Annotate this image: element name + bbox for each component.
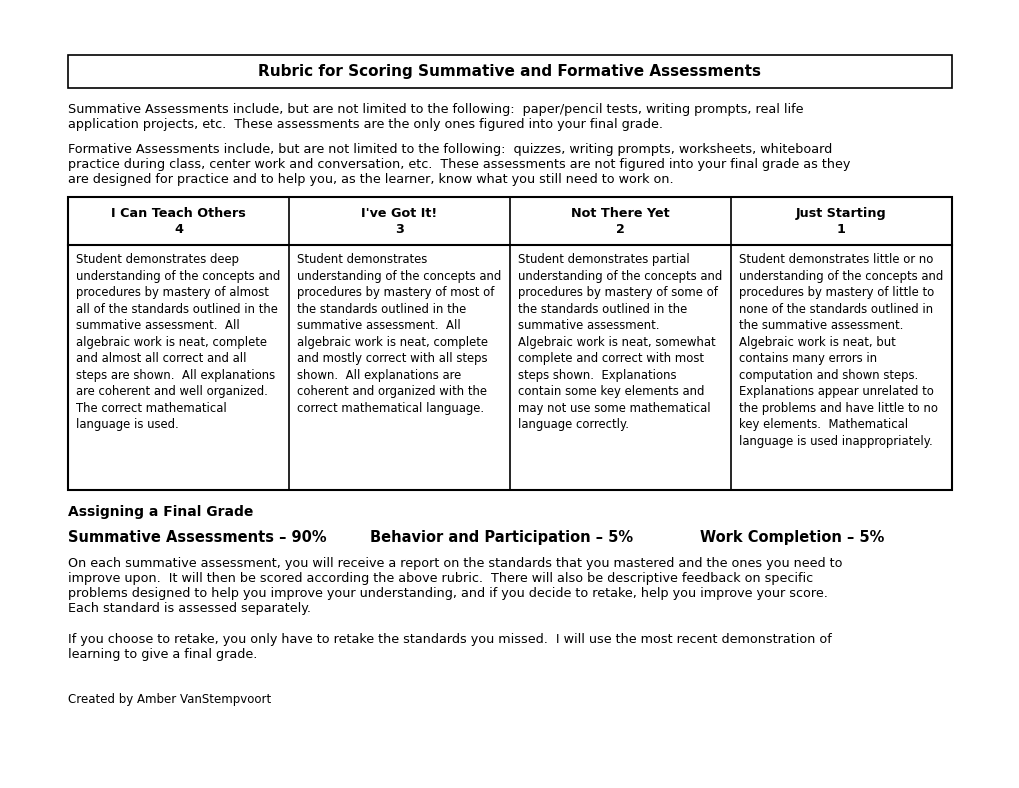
Text: Student demonstrates
understanding of the concepts and
procedures by mastery of : Student demonstrates understanding of th… [297, 253, 500, 414]
Text: Rubric for Scoring Summative and Formative Assessments: Rubric for Scoring Summative and Formati… [258, 64, 761, 79]
Text: Created by Amber VanStempvoort: Created by Amber VanStempvoort [68, 693, 271, 706]
Text: are designed for practice and to help you, as the learner, know what you still n: are designed for practice and to help yo… [68, 173, 673, 186]
Text: Each standard is assessed separately.: Each standard is assessed separately. [68, 602, 311, 615]
Text: application projects, etc.  These assessments are the only ones figured into you: application projects, etc. These assessm… [68, 118, 662, 131]
Text: On each summative assessment, you will receive a report on the standards that yo: On each summative assessment, you will r… [68, 557, 842, 570]
Text: If you choose to retake, you only have to retake the standards you missed.  I wi: If you choose to retake, you only have t… [68, 633, 830, 646]
Text: Work Completion – 5%: Work Completion – 5% [699, 530, 883, 545]
Text: learning to give a final grade.: learning to give a final grade. [68, 648, 257, 661]
Text: problems designed to help you improve your understanding, and if you decide to r: problems designed to help you improve yo… [68, 587, 827, 600]
Text: 4: 4 [174, 223, 182, 236]
Text: Student demonstrates little or no
understanding of the concepts and
procedures b: Student demonstrates little or no unders… [739, 253, 943, 448]
Text: Student demonstrates deep
understanding of the concepts and
procedures by master: Student demonstrates deep understanding … [76, 253, 280, 431]
Text: Summative Assessments include, but are not limited to the following:  paper/penc: Summative Assessments include, but are n… [68, 103, 803, 116]
Text: 2: 2 [615, 223, 625, 236]
Text: Formative Assessments include, but are not limited to the following:  quizzes, w: Formative Assessments include, but are n… [68, 143, 832, 156]
Bar [68, 197, 951, 490]
Text: Not There Yet: Not There Yet [571, 207, 669, 220]
Bar [68, 55, 951, 88]
Text: 3: 3 [394, 223, 404, 236]
Text: Just Starting: Just Starting [796, 207, 886, 220]
Text: 1: 1 [837, 223, 845, 236]
Text: Summative Assessments – 90%: Summative Assessments – 90% [68, 530, 326, 545]
Text: I've Got It!: I've Got It! [361, 207, 437, 220]
Text: practice during class, center work and conversation, etc.  These assessments are: practice during class, center work and c… [68, 158, 850, 171]
Text: I Can Teach Others: I Can Teach Others [111, 207, 246, 220]
Text: improve upon.  It will then be scored according the above rubric.  There will al: improve upon. It will then be scored acc… [68, 572, 812, 585]
Text: Student demonstrates partial
understanding of the concepts and
procedures by mas: Student demonstrates partial understandi… [518, 253, 721, 431]
Text: Assigning a Final Grade: Assigning a Final Grade [68, 505, 253, 519]
Text: Behavior and Participation – 5%: Behavior and Participation – 5% [370, 530, 633, 545]
